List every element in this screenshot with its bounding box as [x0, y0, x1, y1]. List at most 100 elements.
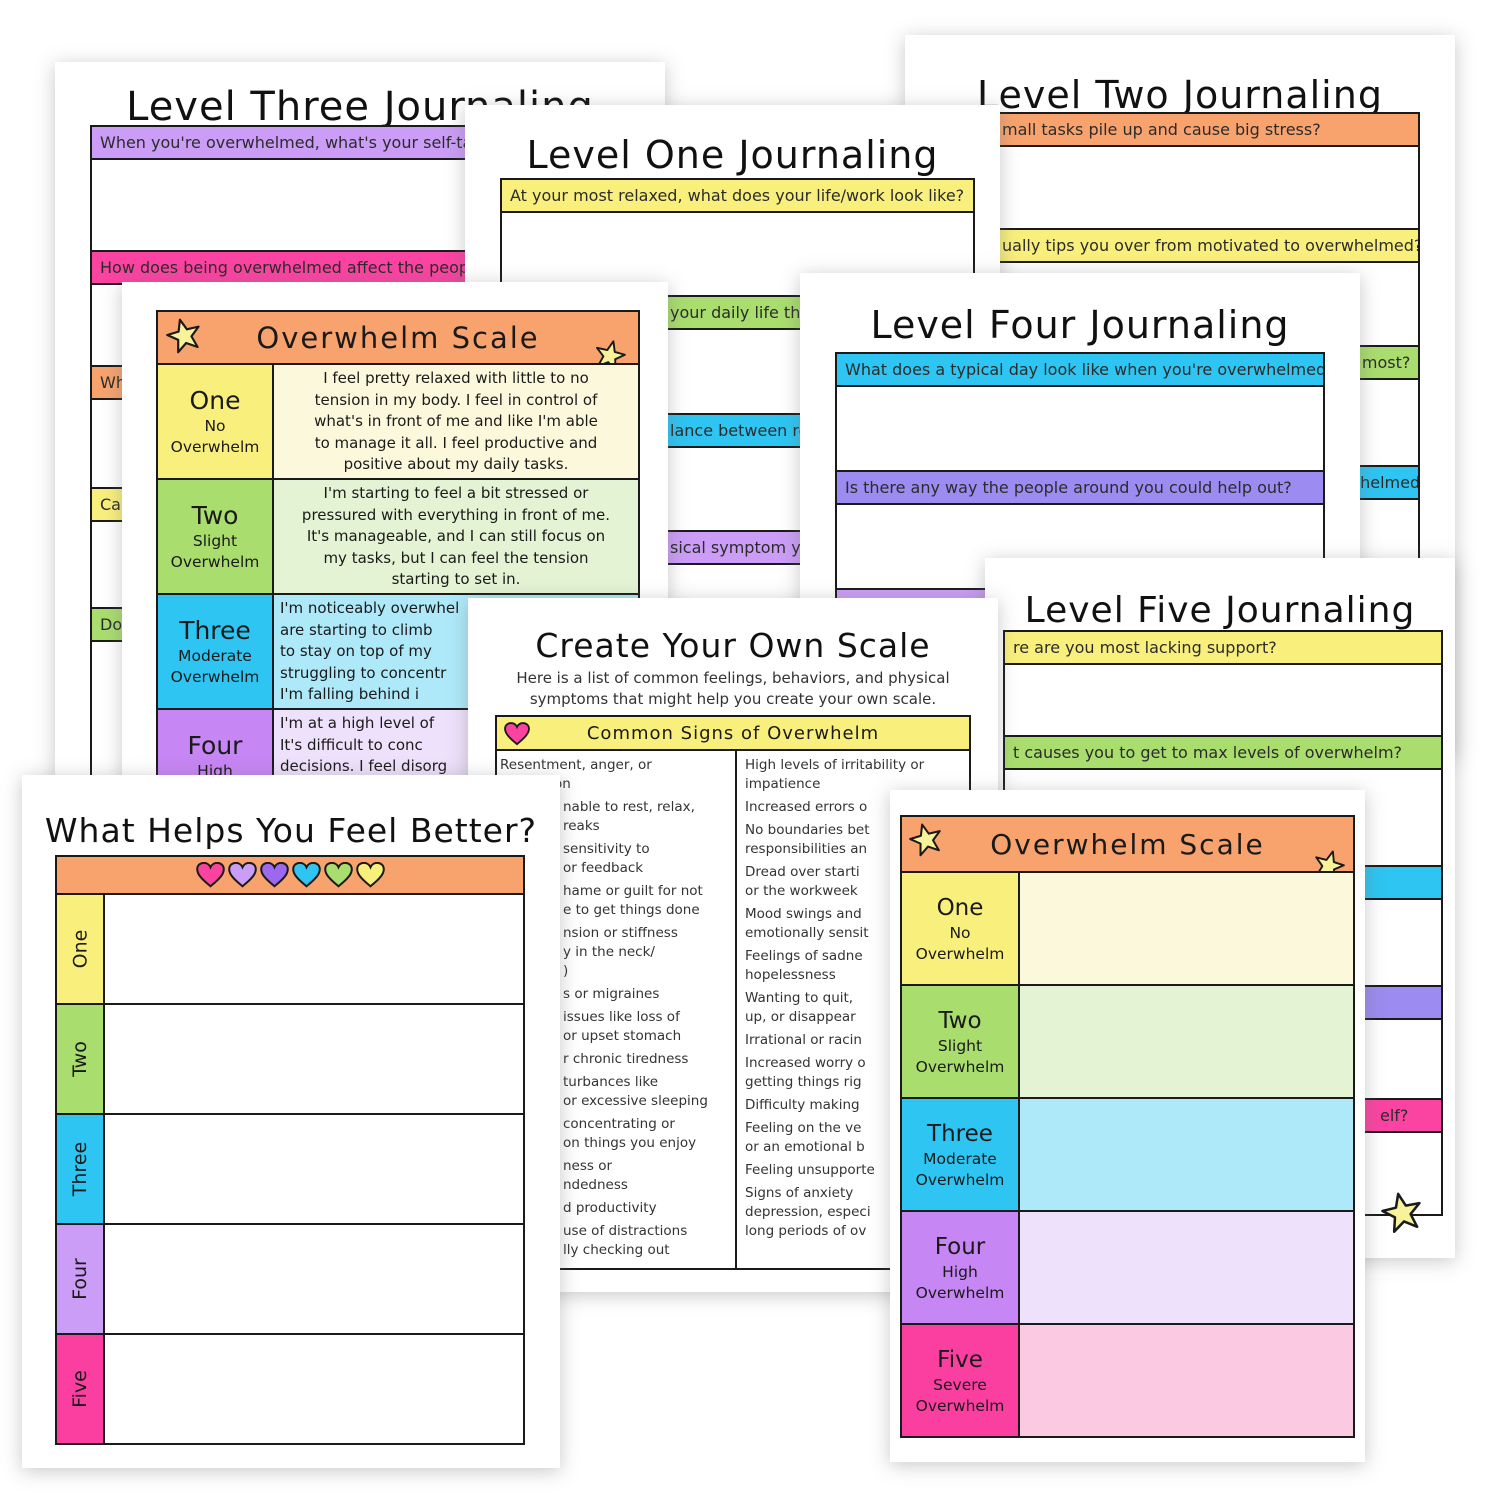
- scale-row-label: One No Overwhelm: [900, 871, 1020, 986]
- star-icon: [594, 339, 626, 372]
- scale-row-label: Four High Overwhelm: [900, 1210, 1020, 1325]
- prompt-text: What does a typical day look like when y…: [845, 360, 1325, 379]
- sign-item: Dread over starti or the workweek: [745, 864, 860, 899]
- row-writing-area: [103, 893, 525, 1005]
- sign-item: r chronic tiredness: [563, 1051, 689, 1067]
- prompt-text: Is there any way the people around you c…: [845, 478, 1292, 497]
- prompt-bar: mall tasks pile up and cause big stress?: [940, 112, 1420, 147]
- prompt-text: ually tips you over from motivated to ov…: [1002, 236, 1420, 255]
- page-title: Level Four Journaling: [870, 303, 1290, 347]
- scale-row-label: Two Slight Overwhelm: [156, 478, 274, 595]
- row-label-text: Three: [69, 1141, 92, 1197]
- heart-icon: [291, 862, 321, 888]
- row-level: Three: [179, 615, 251, 645]
- sign-item: concentrating or on things you enjoy: [563, 1116, 697, 1151]
- heart-icon: [355, 862, 385, 888]
- prompt-text: sical symptom you: [670, 538, 821, 557]
- scale-row-label: Two Slight Overwhelm: [900, 984, 1020, 1099]
- sign-item: Increased worry o getting things rig: [745, 1055, 866, 1090]
- page-title: Level Five Journaling: [1024, 590, 1416, 631]
- row-level: Four: [934, 1233, 986, 1260]
- scale-header: Overwhelm Scale: [156, 310, 640, 372]
- scale-row-blank: [1018, 871, 1355, 986]
- row-sublabel: Slight Overwhelm: [170, 531, 260, 571]
- sign-item: use of distractions lly checking out: [563, 1223, 688, 1258]
- page-overwhelm-scale-filled: Overwhelm Scale One No Overwhelm I feel …: [122, 282, 668, 902]
- heart-icon: [323, 862, 353, 888]
- scale-row-label: Three Moderate Overwhelm: [156, 593, 274, 710]
- row-sublabel: No Overwhelm: [915, 923, 1005, 963]
- sign-item: s or migraines: [563, 986, 660, 1002]
- row-level: One: [189, 385, 241, 415]
- page-subtitle: Here is a list of common feelings, behav…: [516, 669, 950, 708]
- sign-item: sensitivity to or feedback: [563, 841, 650, 876]
- column-divider: [735, 751, 737, 1268]
- answer-box: [1003, 663, 1443, 737]
- heart-icon: [504, 722, 530, 746]
- prompt-bar: What does a typical day look like when y…: [835, 352, 1325, 387]
- prompt-text: t causes you to get to max levels of ove…: [1013, 743, 1403, 762]
- prompt-text: your daily life tha: [670, 303, 811, 322]
- prompt-text: When you're overwhelmed, what's your sel…: [100, 133, 487, 152]
- sign-item: Increased errors o: [745, 799, 868, 815]
- row-writing-area: [103, 1333, 525, 1445]
- answer-box: [835, 385, 1325, 472]
- row-sublabel: Severe Overwhelm: [915, 1375, 1005, 1415]
- row-label: One: [55, 893, 105, 1005]
- sign-item: issues like loss of or upset stomach: [563, 1009, 682, 1044]
- scale-row-blank: [1018, 1097, 1355, 1212]
- heart-icon: [259, 862, 289, 888]
- signs-left-column: Resentment, anger, or frustration nable …: [500, 756, 732, 1264]
- prompt-text: whelmed?: [1347, 473, 1420, 492]
- row-level: Two: [938, 1007, 982, 1034]
- heart-icon: [195, 862, 225, 888]
- sign-item: hame or guilt for not e to get things do…: [563, 883, 703, 918]
- prompt-bar: re are you most lacking support?: [1003, 630, 1443, 665]
- row-writing-area: [103, 1113, 525, 1225]
- sign-item: Difficulty making: [745, 1097, 860, 1113]
- prompt-text: elf?: [1380, 1106, 1409, 1125]
- row-label: Five: [55, 1333, 105, 1445]
- sign-item: turbances like or excessive sleeping: [563, 1074, 708, 1109]
- hearts-header: [55, 855, 525, 895]
- page-overwhelm-scale-blank: Overwhelm Scale One No Overwhelm Two Sli…: [890, 790, 1365, 1462]
- scale-title: Overwhelm Scale: [256, 320, 540, 355]
- scale-row-label: One No Overwhelm: [156, 363, 274, 480]
- prompt-text: re are you most lacking support?: [1013, 638, 1277, 657]
- prompt-text: At your most relaxed, what does your lif…: [510, 186, 965, 205]
- prompt-text: e most?: [1347, 353, 1411, 372]
- row-sublabel: High Overwhelm: [915, 1262, 1005, 1302]
- signs-header: Common Signs of Overwhelm: [495, 715, 971, 751]
- row-label-text: Five: [68, 1370, 91, 1408]
- sign-item: d productivity: [563, 1200, 657, 1216]
- scale-row-desc: I'm starting to feel a bit stressed or p…: [272, 478, 640, 595]
- prompt-bar: t causes you to get to max levels of ove…: [1003, 735, 1443, 770]
- sign-item: nable to rest, relax, reaks: [563, 799, 695, 834]
- signs-header-text: Common Signs of Overwhelm: [586, 722, 880, 744]
- row-level: Two: [191, 500, 239, 530]
- row-sublabel: Slight Overwhelm: [915, 1036, 1005, 1076]
- sign-item: No boundaries bet responsibilities an: [745, 822, 870, 857]
- sign-item: Feeling unsupporte: [745, 1162, 875, 1178]
- sign-item: nsion or stiffness y in the neck/ ): [563, 925, 678, 979]
- row-sublabel: Moderate Overwhelm: [170, 646, 260, 686]
- page-what-helps-you-feel-better: What Helps You Feel Better? One Two Thre…: [22, 775, 560, 1468]
- answer-box: [940, 145, 1420, 230]
- scale-row-label: Five Severe Overwhelm: [900, 1323, 1020, 1438]
- prompt-bar: Is there any way the people around you c…: [835, 470, 1325, 505]
- prompt-bar: ually tips you over from motivated to ov…: [940, 228, 1420, 263]
- heart-icon: [227, 862, 257, 888]
- sign-item: Irrational or racin: [745, 1032, 862, 1048]
- row-level: Three: [927, 1120, 993, 1147]
- row-writing-area: [103, 1003, 525, 1115]
- sign-item: Feeling on the ve or an emotional b: [745, 1120, 865, 1155]
- row-label-text: Four: [68, 1258, 91, 1300]
- prompt-text: lance between res: [670, 421, 817, 440]
- page-title: Level One Journaling: [526, 133, 939, 177]
- prompt-text: mall tasks pile up and cause big stress?: [1002, 120, 1321, 139]
- row-level: Four: [187, 730, 243, 760]
- sign-item: ness or ndedness: [563, 1158, 628, 1193]
- row-label: Three: [55, 1113, 105, 1225]
- signs-right-column: High levels of irritability or impatienc…: [745, 756, 969, 1245]
